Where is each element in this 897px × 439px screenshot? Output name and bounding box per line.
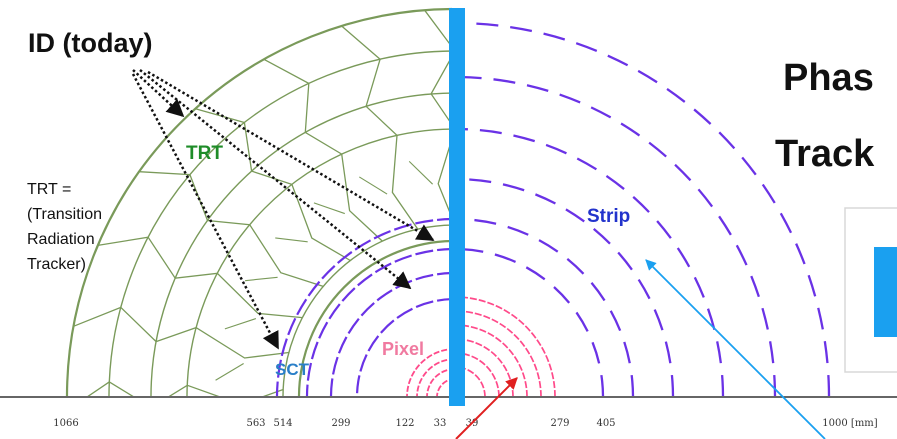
arrow-to-sct-mid bbox=[147, 70, 435, 242]
pixel-today-layer-1 bbox=[406, 348, 452, 396]
tick-label-279: 279 bbox=[550, 418, 569, 429]
trt-definition: TRT = (Transition Radiation Tracker) bbox=[27, 181, 102, 273]
trt-inner-edge bbox=[224, 318, 257, 330]
trt-module-edge-7 bbox=[73, 306, 289, 359]
trt-inner-edge bbox=[245, 276, 278, 282]
trt-definition-line-3: Radiation bbox=[27, 231, 95, 248]
trt-structure bbox=[65, 7, 452, 396]
tick-label-122: 122 bbox=[395, 418, 414, 429]
trt-label: TRT bbox=[186, 143, 223, 164]
tick-label-33: 33 bbox=[434, 418, 447, 429]
trt-module-edge-4 bbox=[195, 108, 351, 262]
tick-label-1066: 1066 bbox=[53, 418, 78, 429]
arrow-to-trt bbox=[132, 69, 185, 118]
sct-layer-4 bbox=[355, 298, 452, 396]
tick-label-405: 405 bbox=[596, 418, 615, 429]
trt-inner-edge bbox=[359, 176, 388, 195]
divider-bar bbox=[449, 8, 465, 406]
strip-layer-4 bbox=[458, 177, 675, 396]
trt-inner-edge bbox=[215, 363, 244, 381]
id-pointer-arrows bbox=[131, 69, 435, 350]
pixel-upgrade-layer-3 bbox=[458, 324, 528, 396]
trt-definition-line-1: TRT = bbox=[27, 181, 71, 198]
trt-module-edge-5 bbox=[139, 171, 324, 288]
trt-ring-1 bbox=[297, 239, 452, 396]
pixel-label: Pixel bbox=[382, 339, 424, 359]
sct-layers bbox=[275, 217, 452, 396]
sct-layer-2 bbox=[305, 247, 452, 396]
pixel-today-layer-2 bbox=[416, 358, 452, 396]
tick-label-514: 514 bbox=[273, 418, 292, 429]
trt-ring-6 bbox=[65, 7, 452, 396]
sct-layer-1 bbox=[275, 217, 452, 396]
tick-label-563: 563 bbox=[246, 418, 265, 429]
pixel-upgrade-layer-1 bbox=[458, 296, 556, 396]
strip-layer-6 bbox=[458, 247, 605, 396]
strip-layers-upgrade bbox=[458, 21, 831, 396]
trt-definition-line-4: Tracker) bbox=[27, 256, 86, 273]
sct-label: SCT bbox=[275, 360, 310, 379]
sct-layer-3 bbox=[329, 272, 452, 396]
trt-inner-edge bbox=[313, 202, 345, 215]
strip-layer-3 bbox=[458, 127, 725, 396]
tick-label-299: 299 bbox=[331, 418, 350, 429]
phase-title-line-2: Track bbox=[775, 133, 875, 175]
pixel-upgrade-layer-2 bbox=[458, 310, 542, 396]
pixel-layers-upgrade bbox=[458, 296, 556, 396]
trt-inner-edge bbox=[275, 237, 308, 243]
strip-upgrade-arrow bbox=[645, 259, 826, 439]
trt-module-edge-3 bbox=[263, 58, 383, 242]
pixel-upgrade-arrow bbox=[455, 377, 518, 439]
trt-inner-edge bbox=[408, 161, 434, 185]
axis-tick-labels: 1066 563 514 299 122 33 39 279 405 1000 … bbox=[53, 418, 878, 429]
trt-definition-line-2: (Transition bbox=[27, 206, 102, 223]
tick-label-1000-mm: 1000 [mm] bbox=[822, 418, 877, 429]
trt-module-edge-6 bbox=[97, 236, 303, 319]
strip-label: Strip bbox=[587, 206, 630, 227]
trt-ring-4 bbox=[150, 92, 452, 396]
strip-layer-1 bbox=[458, 21, 831, 396]
id-today-label: ID (today) bbox=[28, 28, 153, 58]
trt-module-edge-2 bbox=[341, 25, 419, 230]
overlay-box-blue-tab bbox=[874, 247, 897, 337]
trt-module-edge-8 bbox=[87, 381, 284, 396]
strip-layer-2 bbox=[458, 75, 777, 396]
strip-layer-5 bbox=[458, 217, 635, 396]
pixel-today-layer-4 bbox=[436, 378, 452, 396]
arrow-to-sct-label bbox=[131, 73, 280, 350]
trt-ring-5 bbox=[108, 50, 452, 396]
trt-ring-3 bbox=[186, 128, 452, 396]
phase-title-line-1: Phas bbox=[783, 57, 874, 99]
